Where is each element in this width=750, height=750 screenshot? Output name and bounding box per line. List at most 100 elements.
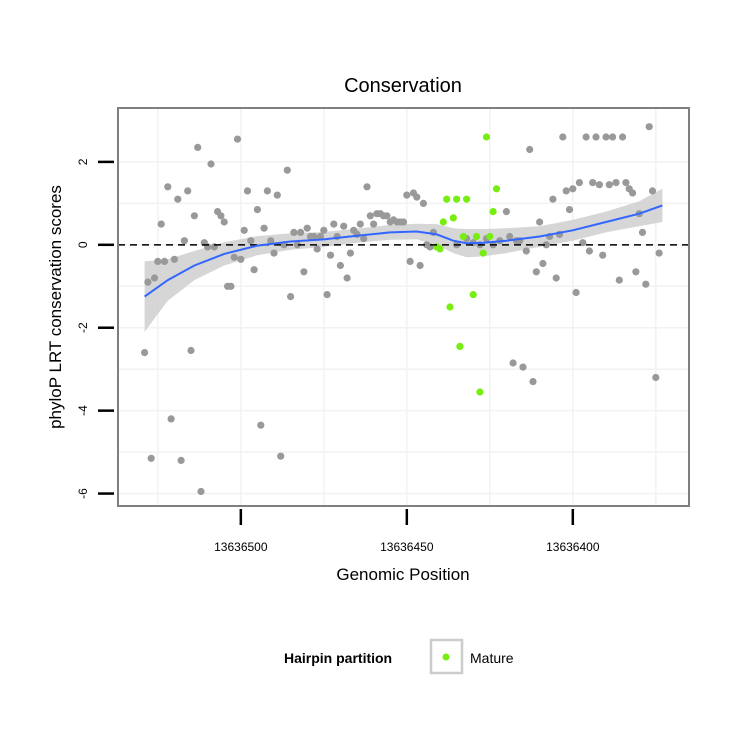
other-point: [227, 282, 235, 290]
mature-point: [459, 232, 467, 241]
other-point: [150, 274, 159, 282]
other-point: [612, 179, 620, 187]
other-point: [277, 452, 285, 460]
other-point: [194, 143, 202, 151]
other-point: [655, 249, 663, 257]
other-point: [632, 268, 640, 276]
other-point: [267, 237, 275, 245]
other-point: [363, 183, 371, 191]
other-point: [585, 247, 594, 255]
chart-title: Conservation: [344, 75, 462, 97]
other-point: [582, 133, 590, 141]
other-point: [157, 220, 165, 228]
other-point: [320, 226, 328, 234]
other-point: [297, 228, 305, 236]
other-point: [340, 222, 348, 230]
other-point: [207, 160, 215, 168]
other-point: [160, 257, 169, 265]
other-point: [287, 293, 295, 301]
other-point: [330, 220, 338, 228]
other-point: [180, 237, 188, 245]
other-point: [230, 253, 238, 261]
smooth-curve: [144, 204, 663, 298]
mature-point: [449, 214, 457, 222]
other-point: [247, 237, 255, 245]
other-point: [217, 212, 225, 220]
y-axis: 2 0 -2 -4 -6: [76, 158, 114, 499]
other-point: [532, 268, 540, 276]
other-point: [589, 179, 597, 187]
other-point: [233, 135, 242, 143]
panel-border: [117, 107, 690, 507]
other-point: [250, 266, 258, 274]
other-point: [190, 212, 198, 220]
legend: Hairpin partition Mature: [284, 638, 514, 675]
other-point: [187, 346, 195, 355]
other-point: [602, 133, 610, 141]
mature-point: [443, 195, 451, 203]
other-point: [303, 224, 311, 232]
mature-point: [456, 342, 464, 350]
other-point: [343, 274, 351, 282]
other-point: [575, 179, 584, 187]
other-point: [323, 291, 331, 299]
other-point: [509, 359, 517, 367]
x-tick-label: 13636450: [380, 540, 434, 554]
other-point: [346, 249, 354, 257]
other-point: [403, 191, 411, 199]
other-point: [559, 133, 567, 141]
other-point: [413, 193, 421, 201]
other-point: [253, 206, 261, 214]
other-point: [257, 421, 265, 429]
other-point: [326, 251, 335, 259]
other-point: [539, 259, 547, 268]
other-point: [572, 288, 580, 297]
other-point: [592, 133, 600, 141]
grid-lines: [118, 108, 689, 506]
other-point: [519, 363, 527, 371]
other-point: [360, 235, 368, 243]
other-point: [569, 185, 577, 193]
other-point: [605, 181, 613, 189]
other-point: [542, 241, 550, 249]
smooth-line: [144, 204, 663, 298]
other-point: [243, 187, 252, 195]
legend-title: Hairpin partition: [284, 650, 392, 666]
other-point: [565, 206, 574, 214]
mature-point: [482, 133, 491, 141]
other-point: [366, 212, 374, 220]
other-point: [141, 349, 149, 357]
other-point: [197, 487, 205, 496]
other-point: [406, 257, 414, 265]
mature-point: [439, 218, 447, 226]
other-point: [526, 145, 534, 154]
other-point: [629, 189, 637, 197]
mature-point: [469, 291, 477, 299]
other-point: [220, 218, 228, 226]
other-point: [652, 373, 660, 382]
panel-background: [118, 108, 689, 506]
other-point: [370, 220, 378, 228]
other-point: [356, 220, 364, 228]
other-point: [506, 232, 514, 241]
other-point: [642, 280, 650, 288]
other-point: [290, 228, 298, 236]
y-axis-label: phyloP LRT conservation scores: [46, 185, 65, 429]
plot-panel: [117, 107, 690, 507]
other-point: [144, 278, 152, 286]
other-point: [529, 378, 537, 386]
other-point: [237, 255, 245, 263]
other-point: [336, 261, 344, 270]
y-tick-label: -2: [76, 322, 90, 333]
other-point: [300, 268, 308, 276]
x-axis: 13636500 13636450 13636400: [214, 509, 600, 554]
mature-point: [476, 388, 484, 396]
other-point: [502, 208, 510, 216]
other-point: [562, 187, 570, 195]
other-point: [599, 251, 607, 259]
other-point: [293, 241, 301, 249]
other-point: [383, 212, 391, 220]
other-point: [310, 232, 318, 241]
other-point: [263, 187, 271, 195]
other-point: [270, 249, 278, 257]
